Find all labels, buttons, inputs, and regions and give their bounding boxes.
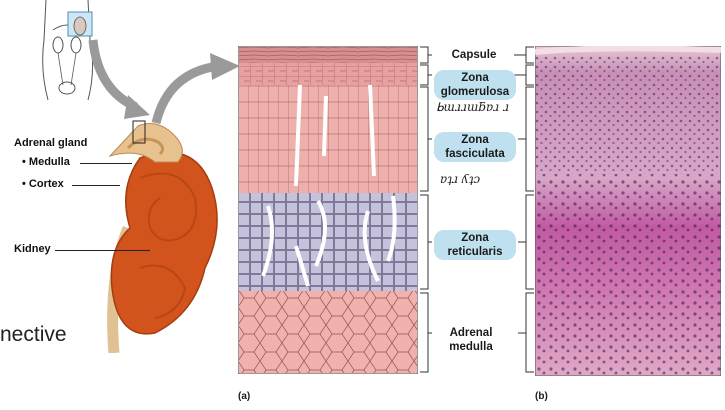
glomerulosa-line1: Zona	[461, 72, 489, 84]
zoom-arrow-2	[151, 53, 240, 125]
adrenal-zoom-box	[132, 120, 146, 144]
zone-brackets	[420, 46, 534, 373]
panel-b-tag: (b)	[535, 391, 548, 402]
body-outline-figure	[42, 0, 94, 101]
glomerulosa-label: Zona glomerulosa	[434, 70, 516, 100]
fasciculata-line1: Zona	[461, 134, 489, 146]
kidney-adrenal-illustration	[107, 120, 218, 353]
partial-word: nective	[0, 323, 67, 346]
fasciculata-line2: fasciculata	[445, 148, 505, 160]
histology-micrograph	[535, 46, 721, 376]
capsule-label: Capsule	[451, 49, 497, 61]
kidney-label: Kidney	[14, 243, 51, 255]
adrenal-gland-label: Adrenal gland	[14, 137, 88, 149]
adrenal-medulla-label: Adrenal medulla	[440, 326, 502, 354]
zoom-arrow-1	[88, 39, 150, 119]
medulla-leader	[80, 163, 132, 164]
medulla-line1: Adrenal	[449, 327, 493, 339]
medulla-line2: medulla	[449, 341, 493, 353]
cortex-leader	[72, 185, 120, 186]
glomerulosa-line2: glomerulosa	[440, 86, 510, 98]
adrenal-gland	[108, 123, 183, 163]
reticularis-line1: Zona	[461, 232, 489, 244]
reticularis-label: Zona reticularis	[434, 230, 516, 260]
panel-a-tag: (a)	[238, 391, 251, 402]
handwritten-note-2: ɐʇɹ ʎʇɔ	[440, 172, 481, 186]
kidney-leader	[55, 250, 150, 251]
reticularis-line2: reticularis	[447, 246, 503, 258]
fasciculata-label: Zona fasciculata	[434, 132, 516, 162]
kidney	[110, 151, 218, 335]
cortex-layer-drawing	[238, 46, 418, 374]
handwritten-note-1: ᖯɯɹɹɯƃɐɹ ɹ	[436, 100, 509, 114]
medulla-label: • Medulla	[22, 156, 70, 168]
cortex-label: • Cortex	[22, 178, 64, 190]
